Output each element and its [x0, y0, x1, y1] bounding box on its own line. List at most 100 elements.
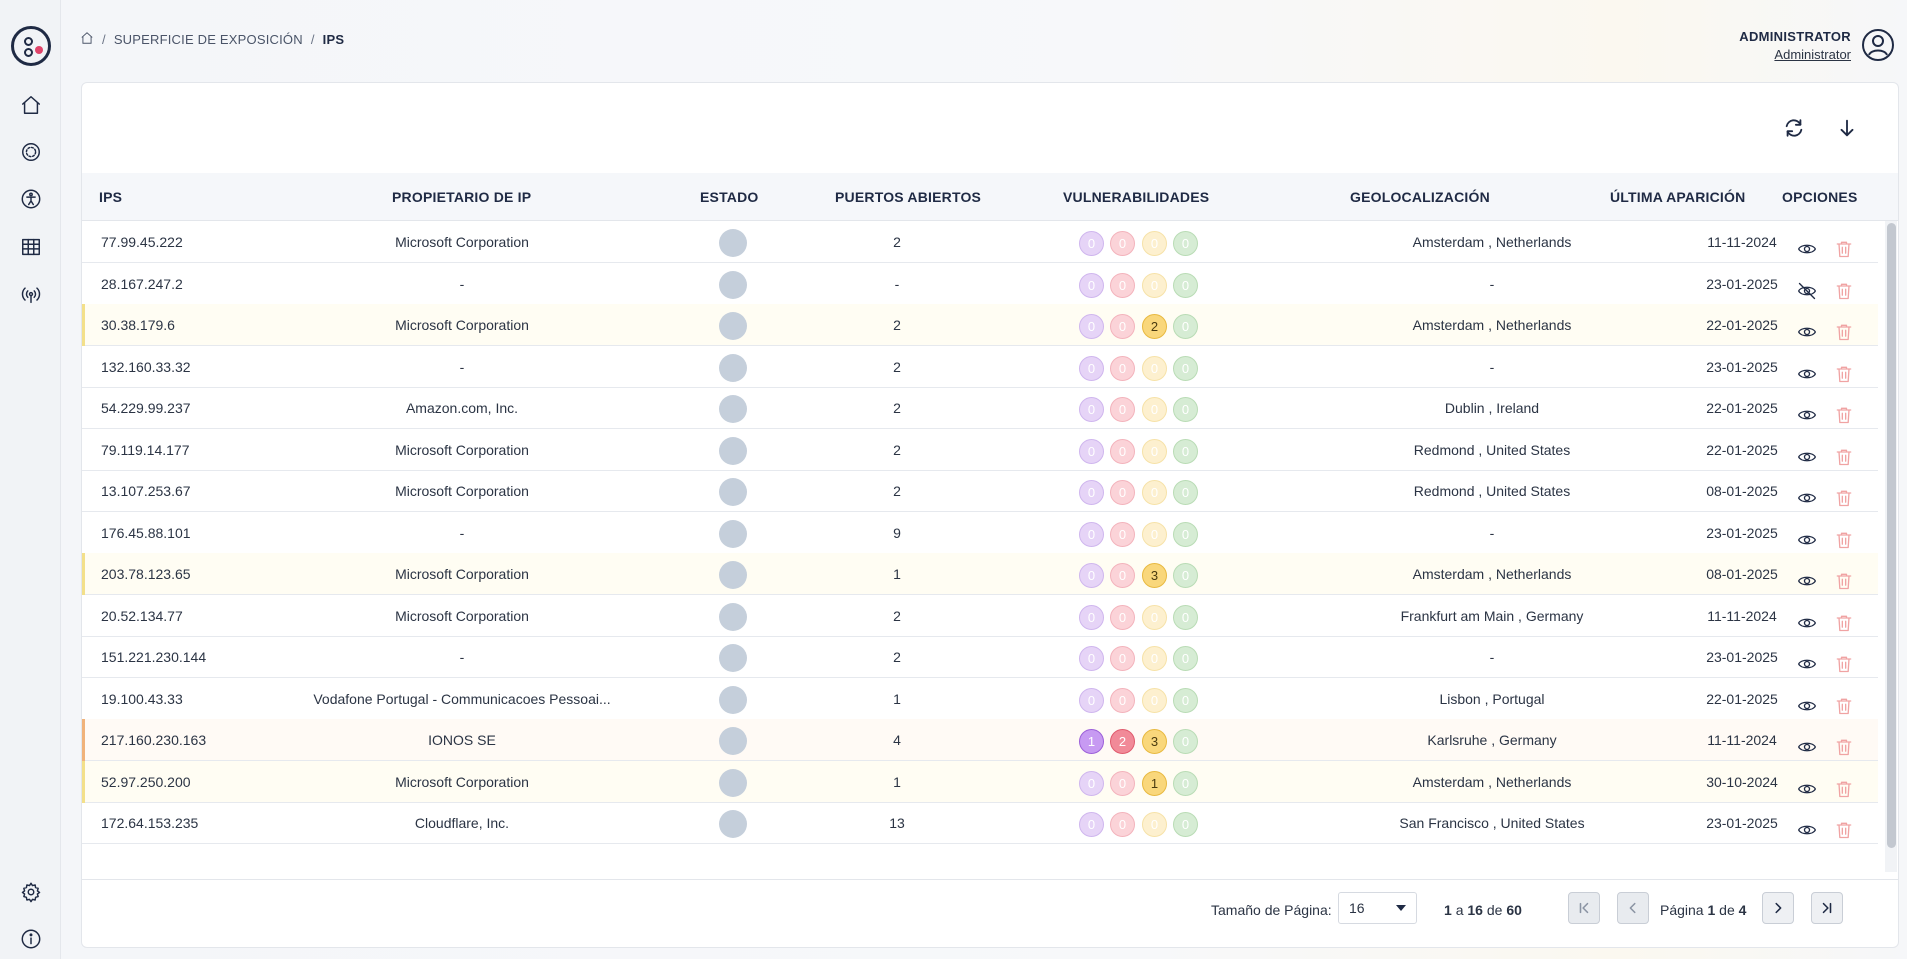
- th-estado[interactable]: ESTADO: [700, 189, 759, 205]
- ip-cell[interactable]: 20.52.134.77: [101, 607, 183, 624]
- info-icon[interactable]: [19, 927, 43, 951]
- ip-cell[interactable]: 28.167.247.2: [101, 275, 183, 292]
- trash-icon[interactable]: [1834, 690, 1854, 714]
- trash-icon[interactable]: [1834, 648, 1854, 673]
- eye-icon[interactable]: [1797, 316, 1817, 337]
- ip-cell[interactable]: 54.229.99.237: [101, 400, 191, 416]
- eye-icon[interactable]: [1797, 524, 1817, 544]
- th-vulnerabilities[interactable]: VULNERABILIDADES: [1063, 189, 1210, 205]
- eye-icon[interactable]: [1797, 773, 1817, 793]
- vuln-badge-critical: 0: [1079, 397, 1104, 422]
- trash-icon[interactable]: [1834, 607, 1854, 631]
- table-row[interactable]: 203.78.123.65 Microsoft Corporation 1 0 0 3 0 A…: [82, 553, 1878, 595]
- eye-icon[interactable]: [1797, 233, 1817, 254]
- table-row[interactable]: 77.99.45.222 Microsoft Corporation 2 0 0 0 0 Am…: [82, 221, 1878, 263]
- trash-icon[interactable]: [1834, 316, 1854, 341]
- page-de: de: [1719, 902, 1735, 918]
- ip-cell[interactable]: 77.99.45.222: [101, 234, 183, 250]
- table-row[interactable]: 20.52.134.77 Microsoft Corporation 2 0 0 0 0 Fr…: [82, 595, 1878, 637]
- eye-icon[interactable]: [1797, 399, 1817, 420]
- ip-cell[interactable]: 172.64.153.235: [101, 815, 199, 831]
- scrollbar-thumb[interactable]: [1887, 223, 1896, 848]
- last-page-button[interactable]: [1811, 892, 1843, 924]
- table-row[interactable]: 217.160.230.163 IONOS SE 4 1 2 3 0 Karlsruhe , …: [82, 719, 1878, 761]
- accessibility-icon[interactable]: [19, 187, 43, 211]
- vuln-badge-medium: 2: [1142, 314, 1167, 339]
- eye-icon[interactable]: [1797, 648, 1817, 669]
- trash-icon[interactable]: [1834, 441, 1854, 465]
- page-size-select[interactable]: 16: [1338, 892, 1417, 924]
- th-ports[interactable]: PUERTOS ABIERTOS: [835, 189, 982, 205]
- breadcrumb-item-superficie[interactable]: SUPERFICIE DE EXPOSICIÓN: [113, 32, 303, 47]
- page-label: Página: [1660, 902, 1704, 918]
- vuln-badge-medium: 1: [1142, 770, 1167, 796]
- trash-icon[interactable]: [1834, 814, 1854, 839]
- table-row[interactable]: 28.167.247.2- -0 0 0 0-23-01-2025: [82, 263, 1878, 305]
- ip-cell[interactable]: 52.97.250.200: [101, 773, 191, 790]
- eye-icon[interactable]: [1797, 358, 1817, 378]
- ip-cell[interactable]: 13.107.253.67: [101, 483, 191, 499]
- ip-cell[interactable]: 151.221.230.144: [101, 649, 207, 665]
- next-page-button[interactable]: [1762, 892, 1794, 924]
- th-ips[interactable]: IPS: [99, 189, 123, 205]
- vuln-badge-high: 0: [1110, 687, 1135, 713]
- radar-icon[interactable]: [19, 140, 43, 164]
- th-geolocation[interactable]: GEOLOCALIZACIÓN: [1350, 189, 1490, 205]
- ip-cell[interactable]: 30.38.179.6: [101, 317, 175, 333]
- table-row[interactable]: 19.100.43.33 Vodafone Portugal - Communic…: [82, 678, 1878, 720]
- table-row[interactable]: 151.221.230.144-2 0 0 0 0-23-01-2025: [82, 636, 1878, 678]
- avatar[interactable]: [1861, 28, 1895, 62]
- eye-icon[interactable]: [1797, 690, 1817, 710]
- last-seen-cell: 30-10-2024: [1706, 773, 1778, 790]
- table-row[interactable]: 13.107.253.67 Microsoft Corporation 2 0 0 0 0 R…: [82, 470, 1878, 512]
- prev-page-button[interactable]: [1617, 892, 1649, 924]
- table-row[interactable]: 172.64.153.235 Cloudflare, Inc. 13 0 0 0 0 San …: [82, 802, 1878, 844]
- table-row[interactable]: 54.229.99.237 Amazon.com, Inc. 2 0 0 0 0 Dublin…: [82, 387, 1878, 429]
- home-icon[interactable]: [19, 93, 43, 117]
- eye-icon[interactable]: [1797, 814, 1817, 835]
- trash-icon[interactable]: [1834, 731, 1854, 756]
- table-row[interactable]: 52.97.250.200 Microsoft Corporation 1 0 0 1 0 A…: [82, 760, 1878, 803]
- eye-icon[interactable]: [1797, 731, 1817, 752]
- trash-icon[interactable]: [1834, 524, 1854, 548]
- table-row[interactable]: 132.160.33.32-2 0 0 0 0-23-01-2025: [82, 346, 1878, 388]
- ip-cell[interactable]: 217.160.230.163: [101, 732, 207, 748]
- table-row[interactable]: 176.45.88.101-9 0 0 0 0-23-01-2025: [82, 512, 1878, 554]
- table-row[interactable]: 30.38.179.6 Microsoft Corporation 2 0 0 2 0 Ams…: [82, 304, 1878, 346]
- refresh-button[interactable]: [1779, 113, 1809, 143]
- first-page-button[interactable]: [1568, 892, 1600, 924]
- eye-off-icon[interactable]: [1797, 275, 1817, 299]
- app-logo[interactable]: [11, 26, 51, 66]
- vuln-badge-high: 0: [1110, 563, 1135, 588]
- geolocation-cell: -: [1489, 524, 1495, 541]
- breadcrumb-home-icon[interactable]: [80, 31, 94, 48]
- ip-cell[interactable]: 132.160.33.32: [101, 358, 191, 375]
- table-icon[interactable]: [19, 235, 43, 259]
- trash-icon[interactable]: [1834, 399, 1854, 424]
- gear-icon[interactable]: [19, 880, 43, 904]
- ip-cell[interactable]: 203.78.123.65: [101, 566, 191, 582]
- th-owner[interactable]: PROPIETARIO DE IP: [392, 189, 532, 205]
- eye-icon[interactable]: [1797, 482, 1817, 503]
- download-button[interactable]: [1832, 113, 1862, 143]
- table-row[interactable]: 79.119.14.177 Microsoft Corporation 2 0 0 0 0 R…: [82, 429, 1878, 471]
- eye-icon[interactable]: [1797, 607, 1817, 627]
- trash-icon[interactable]: [1834, 773, 1854, 797]
- ip-cell[interactable]: 19.100.43.33: [101, 690, 183, 707]
- trash-icon[interactable]: [1834, 565, 1854, 590]
- eye-icon[interactable]: [1797, 441, 1817, 461]
- ip-cell[interactable]: 79.119.14.177: [101, 441, 190, 458]
- trash-icon[interactable]: [1834, 358, 1854, 382]
- eye-icon[interactable]: [1797, 565, 1817, 586]
- ip-cell[interactable]: 176.45.88.101: [101, 524, 191, 541]
- trash-icon[interactable]: [1834, 275, 1854, 299]
- trash-icon[interactable]: [1834, 233, 1854, 258]
- th-last-seen[interactable]: ÚLTIMA APARICIÓN: [1610, 189, 1746, 205]
- broadcast-icon[interactable]: [19, 283, 43, 307]
- vuln-badge-medium: 0: [1142, 604, 1167, 630]
- user-role-link[interactable]: Administrator: [1774, 47, 1851, 62]
- trash-icon[interactable]: [1834, 482, 1854, 507]
